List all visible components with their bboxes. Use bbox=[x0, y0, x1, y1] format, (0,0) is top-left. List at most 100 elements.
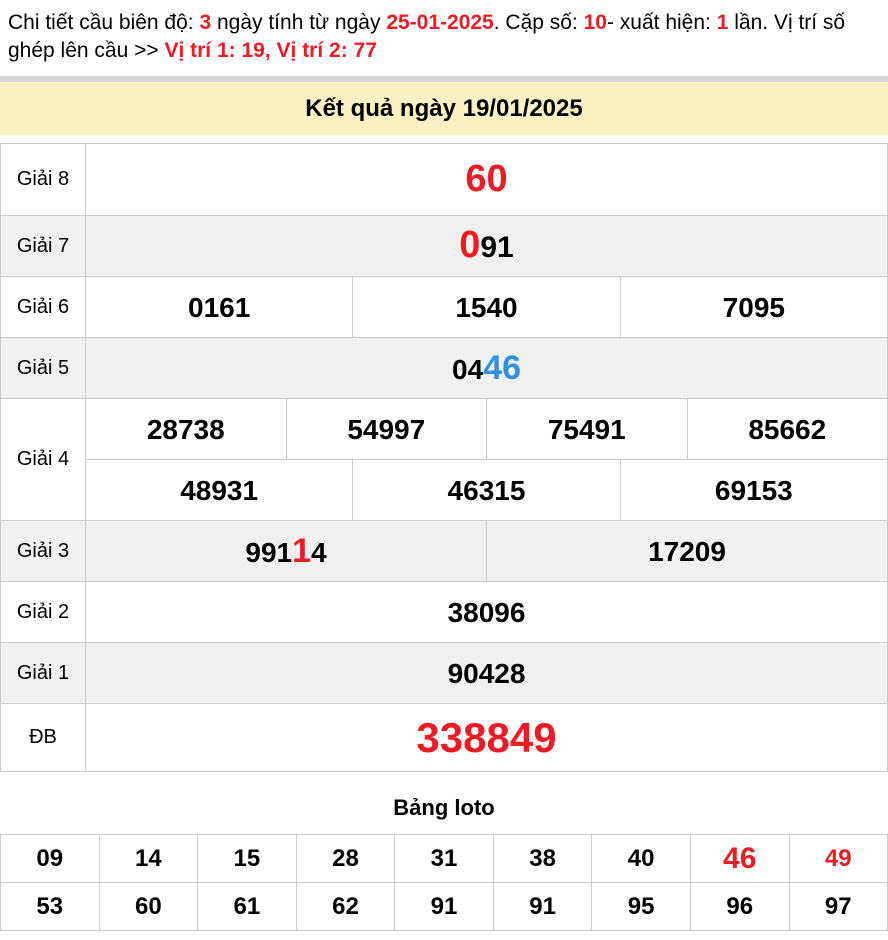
loto-cell: 49 bbox=[789, 835, 888, 884]
number: 48931 bbox=[180, 474, 259, 506]
prize-row: Giải 7 0 91 bbox=[1, 216, 887, 278]
loto-cell: 38 bbox=[493, 835, 593, 884]
number: 1 bbox=[292, 531, 312, 570]
prize-number-group: 0 91 bbox=[459, 226, 514, 266]
results-table: Giải 8 60 Giải 7 0 91 Giải 6 0161 1540 7095 Giải … bbox=[0, 143, 888, 773]
prize-cell: 0161 bbox=[86, 277, 352, 337]
number: 09 bbox=[36, 845, 64, 873]
number: 38 bbox=[529, 845, 556, 873]
prize-number-group: 60 bbox=[465, 159, 507, 200]
prize-row: Giải 1 90428 bbox=[1, 643, 887, 705]
prize-cell: 60 bbox=[86, 144, 887, 215]
number: 1540 bbox=[455, 291, 518, 323]
prize-row-body: 991 1 4 17209 bbox=[86, 521, 887, 582]
header-segment: - xuất hiện: bbox=[606, 11, 717, 34]
loto-cell: 31 bbox=[395, 835, 494, 884]
header-segment: 10 bbox=[583, 11, 607, 34]
header-segment: Vị trí 1: 19, Vị trí 2: 77 bbox=[164, 38, 377, 62]
number: 14 bbox=[134, 845, 162, 873]
prize-cell: 85662 bbox=[686, 399, 888, 460]
number: 95 bbox=[627, 893, 655, 921]
prize-number-group: 48931 bbox=[180, 474, 259, 506]
number: 40 bbox=[627, 845, 655, 873]
prize-row: Giải 8 60 bbox=[1, 144, 887, 217]
number: 991 bbox=[245, 536, 293, 568]
number: 38096 bbox=[447, 596, 526, 628]
prize-cell: 991 1 4 bbox=[86, 521, 486, 581]
number: 54997 bbox=[347, 413, 426, 445]
prize-row-body: 338849 bbox=[86, 704, 887, 771]
prize-number-group: 7095 bbox=[723, 292, 785, 322]
prize-row: Giải 4 28738 54997 75491 85662 48931 46315 6915… bbox=[1, 399, 888, 522]
number: 0 bbox=[459, 224, 481, 267]
prize-label: Giải 2 bbox=[1, 582, 86, 643]
prize-line: 28738 54997 75491 85662 bbox=[86, 399, 888, 460]
number: 338849 bbox=[416, 713, 557, 761]
prize-number-group: 0161 bbox=[188, 291, 251, 323]
prize-row-body: 0 91 bbox=[86, 216, 887, 276]
prize-row: Giải 3 991 1 4 17209 bbox=[1, 521, 887, 583]
number: 62 bbox=[332, 893, 359, 921]
header-segment: 25-01-2025 bbox=[386, 11, 494, 34]
prize-label: Giải 4 bbox=[1, 399, 86, 521]
prize-number-group: 90428 bbox=[448, 658, 526, 688]
section-divider bbox=[0, 76, 888, 83]
prize-row-body: 60 bbox=[86, 144, 887, 215]
prize-cell: 38096 bbox=[86, 582, 887, 642]
loto-row: 09 14 15 28 31 38 40 46 49 bbox=[1, 835, 888, 884]
number: 97 bbox=[824, 893, 852, 921]
loto-cell: 15 bbox=[198, 835, 297, 884]
prize-number-group: 17209 bbox=[648, 536, 726, 566]
prize-cell: 46315 bbox=[352, 460, 619, 521]
prize-row-body: 90428 bbox=[86, 643, 887, 703]
results-banner: Kết quả ngày 19/01/2025 bbox=[0, 82, 888, 136]
header-segment: ngày tính từ ngày bbox=[211, 11, 387, 34]
number: 49 bbox=[824, 845, 852, 873]
number: 96 bbox=[726, 893, 754, 921]
prize-cell: 338849 bbox=[86, 704, 887, 771]
loto-cell: 91 bbox=[493, 883, 593, 932]
number: 04 bbox=[452, 353, 484, 385]
loto-cell: 09 bbox=[1, 835, 100, 884]
prize-cell: 75491 bbox=[486, 399, 687, 460]
number: 61 bbox=[233, 893, 261, 921]
loto-row: 53 60 61 62 91 91 95 96 97 bbox=[1, 883, 888, 932]
prize-cell: 69153 bbox=[619, 460, 887, 521]
header-segment: 3 bbox=[199, 11, 212, 34]
prize-number-group: 28738 bbox=[147, 414, 225, 444]
number: 60 bbox=[134, 893, 162, 921]
prize-cell: 1540 bbox=[352, 277, 619, 338]
prize-line: 90428 bbox=[86, 643, 887, 703]
prize-number-group: 38096 bbox=[447, 596, 526, 628]
prize-line: 60 bbox=[86, 144, 887, 215]
loto-cell: 53 bbox=[1, 883, 100, 932]
prize-number-group: 85662 bbox=[748, 414, 826, 444]
number: 75491 bbox=[547, 413, 626, 445]
number: 0161 bbox=[188, 291, 251, 323]
number: 15 bbox=[233, 845, 261, 873]
prize-number-group: 1540 bbox=[455, 291, 518, 323]
prize-line: 338849 bbox=[86, 704, 887, 771]
prize-row-body: 0161 1540 7095 bbox=[86, 277, 887, 338]
prize-number-group: 04 46 bbox=[452, 348, 521, 387]
prize-row-body: 38096 bbox=[86, 582, 887, 642]
prize-cell: 54997 bbox=[285, 399, 487, 460]
prize-cell: 04 46 bbox=[86, 338, 887, 398]
loto-cell: 96 bbox=[690, 883, 790, 932]
loto-cell: 40 bbox=[592, 835, 691, 884]
prize-row: ĐB 338849 bbox=[1, 704, 887, 773]
prize-line: 38096 bbox=[86, 582, 887, 642]
prize-cell: 48931 bbox=[86, 460, 352, 520]
prize-cell: 17209 bbox=[486, 521, 887, 582]
prize-label: Giải 7 bbox=[1, 216, 86, 277]
number: 31 bbox=[430, 845, 458, 873]
header-segment: lần. Vị trí số ghép lên cầu >> bbox=[8, 11, 846, 62]
prize-cell: 7095 bbox=[619, 277, 887, 338]
header-segment: Chi tiết cầu biên độ: bbox=[8, 11, 200, 34]
loto-cell: 91 bbox=[395, 883, 494, 932]
results-banner-title: Kết quả ngày 19/01/2025 bbox=[305, 94, 583, 122]
prize-line: 0161 1540 7095 bbox=[86, 277, 887, 338]
header-summary-text: Chi tiết cầu biên độ: 3 ngày tính từ ngà… bbox=[0, 0, 888, 69]
loto-cell: 95 bbox=[592, 883, 691, 932]
number: 46 bbox=[483, 348, 521, 387]
